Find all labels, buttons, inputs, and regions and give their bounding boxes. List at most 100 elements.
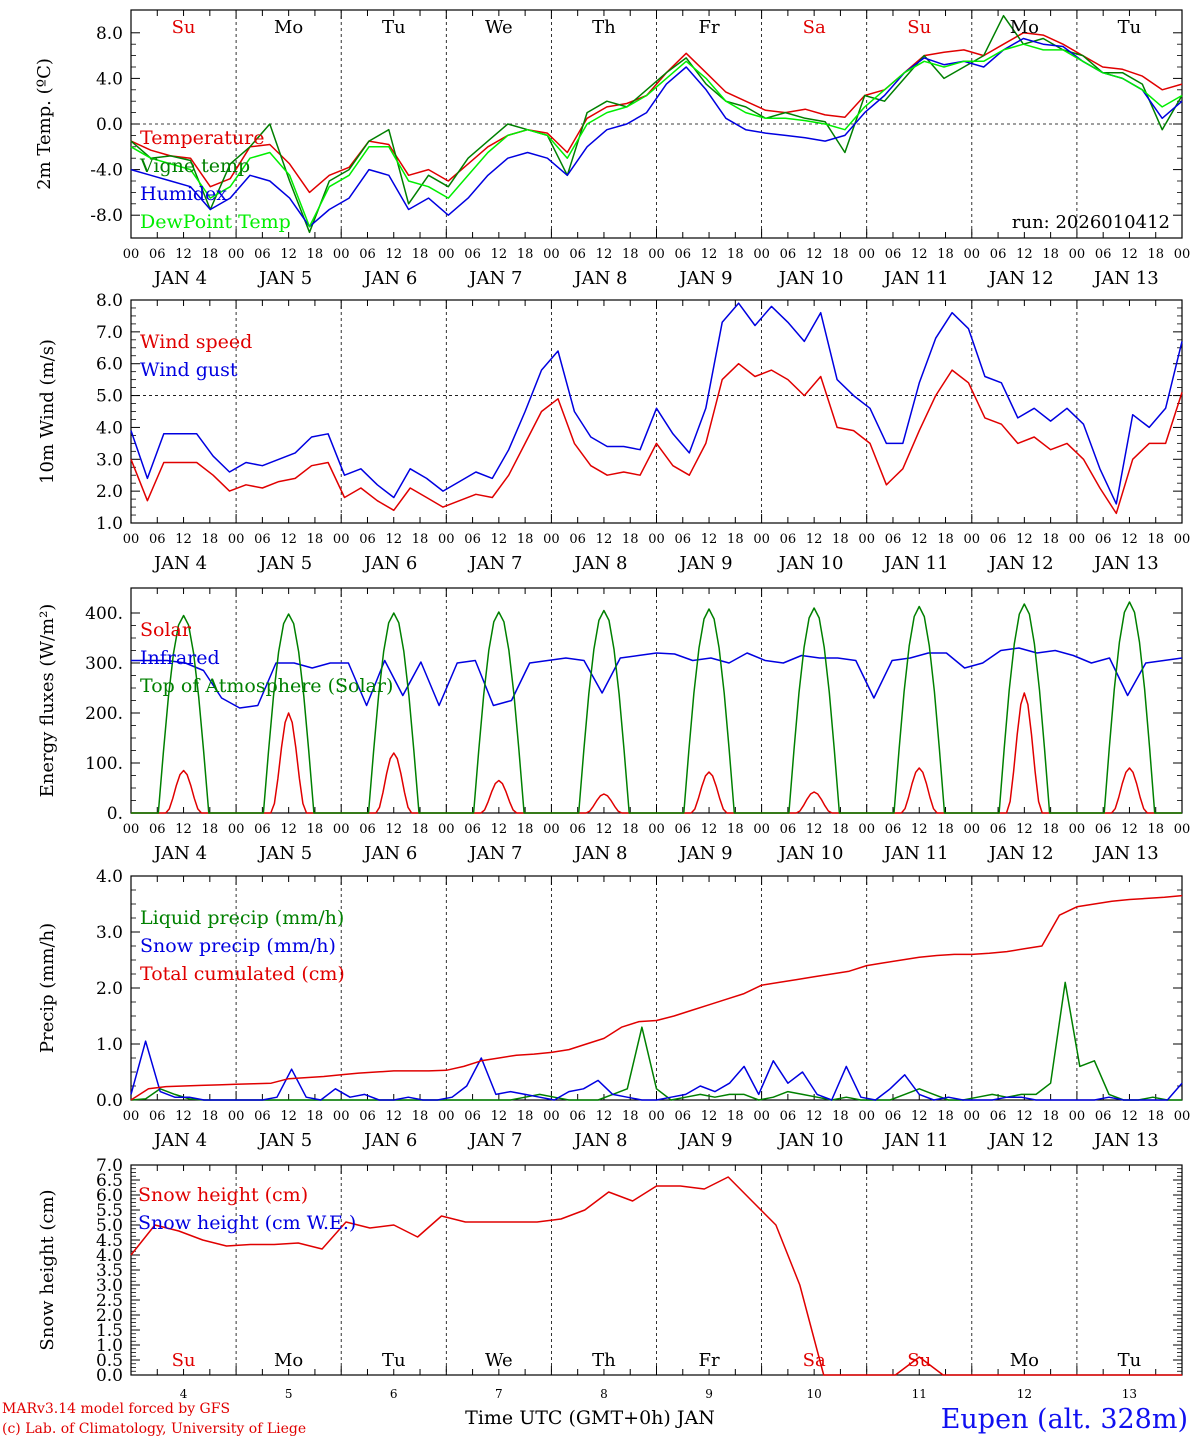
hour-tick-label: 18: [1042, 822, 1059, 837]
hour-tick-label: 00: [438, 822, 455, 837]
hour-tick-label: 18: [937, 532, 954, 547]
hour-tick-label: 00: [648, 1109, 665, 1124]
hour-tick-label: 00: [1069, 532, 1086, 547]
hour-tick-label: 12: [1016, 247, 1033, 262]
hour-tick-label: 18: [937, 822, 954, 837]
series-line: [130, 1040, 1183, 1101]
weekday-label: Mo: [274, 17, 303, 38]
hour-tick-label: 00: [333, 822, 350, 837]
y-tick-label: 3.0: [96, 1276, 123, 1296]
hour-tick-label: 18: [202, 1109, 219, 1124]
hour-tick-label: 00: [543, 1109, 560, 1124]
hour-tick-label: 18: [412, 822, 429, 837]
hour-tick-label: 06: [885, 532, 902, 547]
y-tick-label: 4.0: [96, 1246, 123, 1266]
hour-tick-label: 00: [543, 822, 560, 837]
hour-tick-label: 00: [1174, 1109, 1191, 1124]
y-tick-label: 4.0: [96, 69, 123, 89]
hour-tick-label: 12: [1016, 822, 1033, 837]
hour-tick-label: 18: [832, 822, 849, 837]
hour-tick-label: 06: [254, 1109, 271, 1124]
hour-tick-label: 12: [491, 822, 508, 837]
hour-tick-label: 18: [412, 247, 429, 262]
legend-entry: Liquid precip (mm/h): [140, 907, 344, 929]
legend-entry: Temperature: [140, 127, 264, 149]
date-label: JAN 5: [257, 843, 312, 864]
hour-tick-label: 06: [569, 822, 586, 837]
date-label: JAN 8: [572, 553, 627, 574]
hour-tick-label: 12: [701, 247, 718, 262]
y-tick-label: -4.0: [90, 161, 123, 181]
date-label: JAN 5: [257, 1130, 312, 1151]
hour-tick-label: 06: [149, 822, 166, 837]
y-axis-label: 2m Temp. (ºC): [34, 58, 55, 190]
hour-tick-label: 12: [491, 532, 508, 547]
hour-tick-label: 00: [858, 532, 875, 547]
date-label: JAN 13: [1092, 553, 1159, 574]
hour-tick-label: 12: [1121, 247, 1138, 262]
y-tick-label: 200.: [85, 704, 123, 724]
hour-tick-label: 00: [333, 247, 350, 262]
hour-tick-label: 00: [333, 532, 350, 547]
y-tick-label: 5.0: [96, 387, 123, 407]
hour-tick-label: 00: [333, 1109, 350, 1124]
hour-tick-label: 18: [622, 822, 639, 837]
hour-tick-label: 06: [990, 532, 1007, 547]
hour-tick-label: 12: [175, 822, 192, 837]
date-label: JAN 11: [882, 843, 949, 864]
hour-tick-label: 12: [806, 822, 823, 837]
hour-tick-label: 18: [727, 532, 744, 547]
date-label: JAN 4: [152, 1130, 207, 1151]
hour-tick-label: 06: [780, 822, 797, 837]
hour-tick-label: 00: [964, 532, 981, 547]
date-label: JAN 9: [677, 1130, 732, 1151]
date-label: JAN 6: [362, 1130, 417, 1151]
y-axis-label: Precip (mm/h): [37, 923, 58, 1053]
hour-tick-label: 06: [464, 532, 481, 547]
hour-tick-label: 00: [1069, 1109, 1086, 1124]
legend-entry: Wind speed: [140, 331, 252, 353]
hour-tick-label: 00: [648, 822, 665, 837]
hour-tick-label: 00: [648, 247, 665, 262]
weekday-label: Su: [172, 1350, 196, 1371]
y-tick-label: 2.0: [96, 482, 123, 502]
hour-tick-label: 00: [543, 247, 560, 262]
hour-tick-label: 00: [228, 1109, 245, 1124]
hour-tick-label: 18: [307, 1109, 324, 1124]
hour-tick-label: 12: [385, 822, 402, 837]
hour-tick-label: 18: [622, 247, 639, 262]
x-axis-title: Time UTC (GMT+0h) JAN: [465, 1407, 715, 1429]
weekday-label: Tu: [1118, 1350, 1142, 1371]
hour-tick-label: 06: [1095, 247, 1112, 262]
weekday-label: Fr: [699, 17, 720, 38]
day-number-label: 6: [390, 1387, 398, 1401]
hour-tick-label: 06: [359, 1109, 376, 1124]
series-line: [130, 894, 1183, 1101]
hour-tick-label: 12: [806, 532, 823, 547]
y-tick-label: 6.0: [96, 1186, 123, 1206]
hour-tick-label: 06: [885, 822, 902, 837]
hour-tick-label: 18: [1147, 532, 1164, 547]
hour-tick-label: 18: [202, 532, 219, 547]
hour-tick-label: 00: [228, 247, 245, 262]
weekday-label: We: [485, 1350, 513, 1371]
series-line: [131, 601, 1182, 814]
series-line: [130, 302, 1183, 505]
hour-tick-label: 12: [596, 532, 613, 547]
hour-tick-label: 00: [123, 822, 140, 837]
y-axis-label: Snow height (cm): [37, 1189, 58, 1350]
series-line: [130, 1176, 1182, 1376]
date-label: JAN 6: [362, 268, 417, 289]
legend-entry: Snow precip (mm/h): [140, 935, 336, 957]
hour-tick-label: 06: [569, 532, 586, 547]
date-label: JAN 7: [467, 268, 522, 289]
hour-tick-label: 12: [806, 1109, 823, 1124]
y-axis-label: 10m Wind (m/s): [37, 339, 58, 484]
hour-tick-label: 12: [911, 822, 928, 837]
hour-tick-label: 06: [569, 247, 586, 262]
date-label: JAN 11: [882, 553, 949, 574]
date-label: JAN 10: [777, 1130, 844, 1151]
date-label: JAN 9: [677, 553, 732, 574]
y-tick-label: 4.0: [96, 867, 123, 887]
